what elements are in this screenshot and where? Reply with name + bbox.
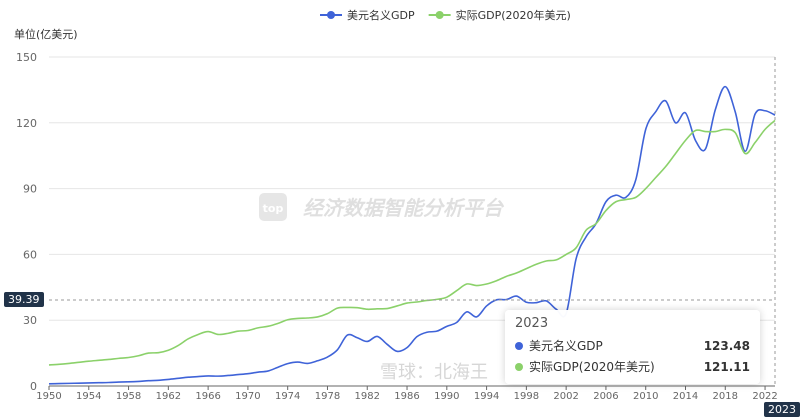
tooltip-row: 美元名义GDP 123.48 (515, 337, 750, 354)
legend-marker-icon (435, 11, 444, 19)
x-tick-label: 1982 (355, 391, 380, 402)
tooltip-value: 121.11 (703, 359, 750, 374)
x-tick-label: 2014 (673, 391, 698, 402)
y-tick-label: 90 (23, 183, 37, 196)
watermark: top 经济数据智能分析平台 (259, 193, 505, 221)
watermark-logo-text: top (263, 202, 284, 215)
tooltip-series-name: 实际GDP(2020年美元) (529, 360, 655, 374)
y-tick-label: 60 (23, 248, 37, 261)
y-tick-label: 120 (16, 117, 37, 130)
watermark-logo (259, 193, 287, 221)
legend-label: 美元名义GDP (347, 8, 415, 22)
tooltip-series-name: 美元名义GDP (529, 339, 603, 353)
x-tick-label: 1962 (156, 391, 181, 402)
watermark-xueqiu: 雪球：北海王 (380, 362, 488, 383)
x-tick-label: 2018 (713, 391, 738, 402)
series-dot-icon (515, 341, 523, 350)
y-tick-label: 150 (16, 51, 37, 64)
x-tick-label: 1990 (434, 391, 459, 402)
x-tick-label: 2002 (553, 391, 578, 402)
x-tick-label: 1970 (235, 391, 260, 402)
x-tick-label: 1950 (36, 391, 61, 402)
crosshair-x-label: 2023 (764, 402, 800, 417)
tooltip-value: 123.48 (703, 338, 750, 353)
watermark-text: 经济数据智能分析平台 (303, 196, 505, 220)
x-tick-label: 1986 (394, 391, 419, 402)
x-tick-label: 2022 (752, 391, 777, 402)
x-tick-label: 2006 (593, 391, 618, 402)
crosshair-y-label: 39.39 (4, 292, 44, 307)
x-tick-label: 1978 (315, 391, 340, 402)
series-line (48, 85, 776, 385)
tooltip-title: 2023 (515, 316, 549, 331)
legend-marker-icon (327, 11, 335, 19)
y-tick-label: 30 (23, 314, 37, 327)
series-dot-icon (515, 362, 523, 371)
tooltip-row: 实际GDP(2020年美元) 121.11 (515, 358, 750, 375)
x-tick-label: 2010 (633, 391, 658, 402)
x-tick-label: 1994 (474, 391, 499, 402)
x-tick-label: 1974 (275, 391, 300, 402)
legend-label: 实际GDP(2020年美元) (456, 8, 571, 22)
x-tick-label: 1966 (195, 391, 220, 402)
x-tick-label: 1954 (76, 391, 101, 402)
x-tick-label: 1958 (116, 391, 141, 402)
y-tick-label: 0 (30, 380, 37, 393)
tooltip: 2023 美元名义GDP 123.48 实际GDP(2020年美元) 121.1… (505, 310, 760, 384)
series-line (48, 119, 776, 366)
x-tick-label: 1998 (514, 391, 539, 402)
y-axis-title: 单位(亿美元) (14, 27, 78, 41)
